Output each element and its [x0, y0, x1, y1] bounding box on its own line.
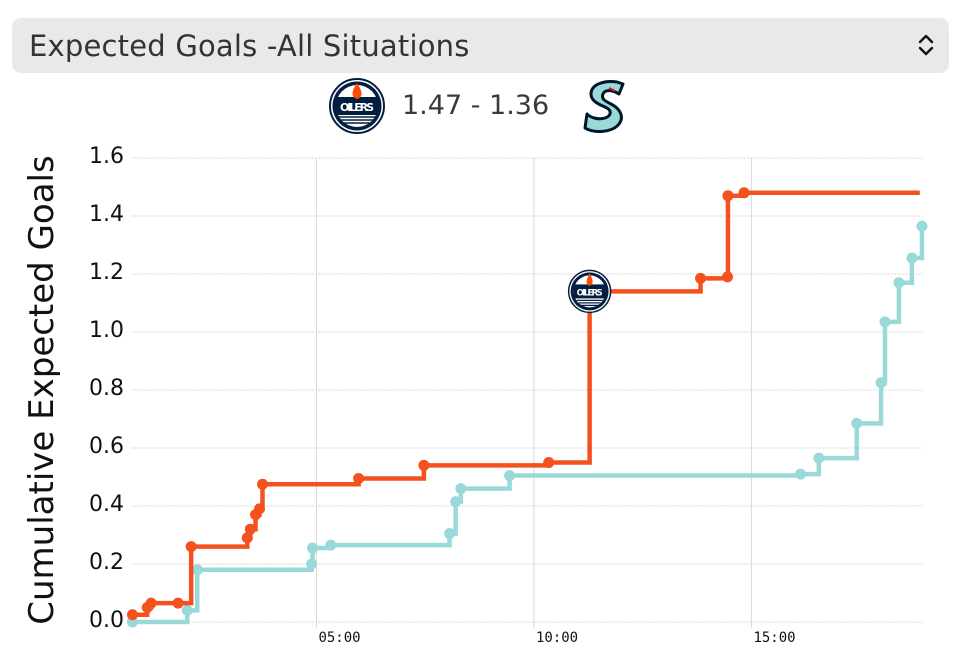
x-tick-label: 05:00	[318, 630, 361, 646]
data-point[interactable]	[738, 187, 750, 199]
data-point[interactable]	[851, 417, 863, 429]
data-point[interactable]	[353, 472, 365, 484]
series-edmonton-oilers	[126, 187, 920, 621]
kraken-logo-icon	[583, 80, 625, 133]
x-tick-label: 15:00	[753, 630, 796, 646]
series-seattle-kraken	[126, 220, 928, 628]
data-point[interactable]	[241, 532, 253, 544]
data-point[interactable]	[145, 597, 157, 609]
x-tick-label: 10:00	[535, 630, 579, 646]
metric-select[interactable]: Expected Goals -All Situations	[12, 18, 949, 73]
y-tick-label: 1.0	[89, 318, 124, 343]
oilers-logo-icon: OILERS	[329, 78, 385, 134]
data-point[interactable]	[306, 558, 318, 570]
y-tick-label: 1.2	[89, 260, 124, 285]
data-point[interactable]	[875, 377, 887, 389]
data-point[interactable]	[450, 496, 462, 508]
svg-text:OILERS: OILERS	[577, 288, 603, 298]
metric-select-label: Expected Goals -All Situations	[29, 28, 470, 63]
data-point[interactable]	[172, 597, 184, 609]
scoreline: OILERS 1.47 - 1.36	[0, 76, 961, 134]
data-point[interactable]	[444, 528, 456, 540]
y-tick-label: 0.4	[89, 492, 124, 517]
y-tick-label: 0.8	[89, 376, 124, 401]
data-point[interactable]	[543, 457, 555, 468]
data-point[interactable]	[795, 468, 807, 480]
oilers-goal-marker-icon[interactable]: OILERS	[567, 269, 612, 314]
updown-chevron-icon	[918, 34, 934, 56]
y-tick-label: 0.6	[89, 434, 124, 459]
data-point[interactable]	[455, 483, 467, 495]
annotations: OILERS	[567, 269, 612, 314]
data-point[interactable]	[695, 272, 707, 284]
data-point[interactable]	[504, 470, 516, 482]
y-tick-label: 1.6	[89, 144, 124, 169]
data-point[interactable]	[722, 190, 734, 202]
data-point[interactable]	[181, 604, 193, 616]
data-point[interactable]	[813, 452, 825, 464]
data-point[interactable]	[253, 503, 265, 515]
data-point[interactable]	[191, 564, 203, 576]
data-point[interactable]	[879, 316, 891, 328]
y-tick-label: 0.0	[89, 608, 124, 633]
xg-score: 1.47 - 1.36	[402, 90, 550, 121]
y-tick-label: 1.4	[89, 202, 124, 227]
data-point[interactable]	[307, 542, 319, 554]
data-point[interactable]	[126, 609, 138, 621]
y-tick-label: 0.2	[89, 550, 124, 575]
data-point[interactable]	[418, 459, 430, 471]
data-point[interactable]	[722, 271, 734, 283]
svg-text:OILERS: OILERS	[340, 101, 374, 114]
data-point[interactable]	[244, 523, 256, 535]
data-point[interactable]	[325, 539, 337, 551]
data-point[interactable]	[906, 252, 918, 264]
data-point[interactable]	[257, 478, 268, 490]
data-point[interactable]	[893, 277, 905, 289]
data-point[interactable]	[185, 541, 197, 553]
gridlines	[132, 157, 924, 628]
data-point[interactable]	[916, 220, 928, 232]
series-lines	[126, 187, 928, 628]
